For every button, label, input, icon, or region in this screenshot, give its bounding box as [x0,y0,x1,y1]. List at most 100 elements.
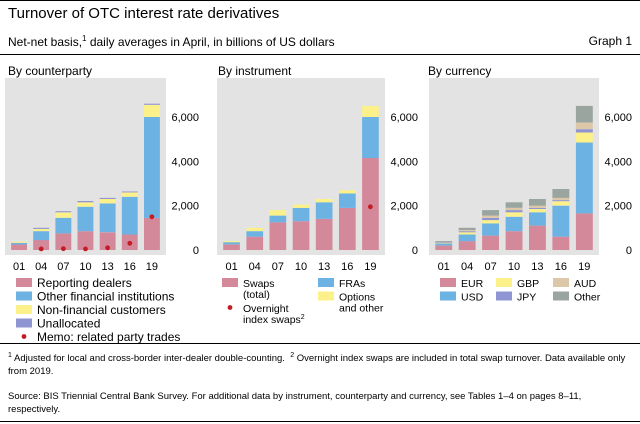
bar-segment [292,204,310,208]
x-tick-label: 10 [508,261,520,273]
memo-dot [83,246,88,252]
bar-segment [269,210,287,216]
bar-segment [458,227,476,230]
bar-segment [144,117,160,218]
legend-label: Reporting dealers [37,276,132,290]
bar-segment [77,201,94,203]
bar-segment [55,217,72,234]
bar-segment [362,158,379,250]
y-tick-label: 2,000 [171,201,199,213]
bar-segment [482,210,499,216]
x-tick-label: 01 [13,261,25,273]
footnote-1: Adjusted for local and cross-border inte… [11,353,285,365]
bar-segment [435,242,453,243]
legend-swatch [496,291,512,301]
legend-label: FRAs [339,278,365,290]
bar-segment [77,202,94,207]
bar-segment [505,231,523,250]
bar-segment [458,230,476,232]
legend-label: USD [461,292,484,304]
chart-subtitle: Net-net basis,1 daily averages in April,… [8,34,335,49]
bar-segment [529,199,546,206]
bar-segment [315,199,333,203]
bar-segment [292,207,310,222]
bar-segment [99,232,116,250]
bar-segment [315,219,333,250]
memo-dot [368,204,373,210]
panel-counterparty: 0 2,000 4,000 6,000 01 04 07 10 13 16 19 Reporting … [5,78,199,344]
source-note: Source: BIS Triennial Central Bank Surve… [8,391,582,415]
legend-label: Memo: related party trades [37,330,180,344]
legend-swatch [222,278,238,287]
x-tick-label: 16 [124,261,136,273]
panel-instrument: 0 2,000 4,000 6,000 01 04 07 10 13 16 19 Swaps (tota… [217,78,418,326]
bar-segment [292,221,310,250]
bar-segment [223,242,240,245]
bar-segment [435,243,453,246]
subtitle-footnote-marker: 1 [82,34,87,43]
bar-segment [77,231,94,250]
bar-segment [575,132,593,143]
y-tick-label: 6,000 [171,112,199,124]
x-tick-label: 01 [225,261,237,273]
legend-swatch [496,278,512,287]
memo-dot [61,246,66,252]
x-tick-label: 04 [35,261,47,273]
legend-label: Other financial institutions [37,290,174,304]
bar-segment [246,231,264,237]
bar-segment [33,227,50,229]
bar-segment [552,205,570,237]
bar-segment [505,212,523,217]
x-tick-label: 04 [249,261,261,273]
bar-segment [11,244,27,250]
bar-segment [11,241,27,243]
bar-segment [55,211,72,213]
bar-segment [435,242,453,243]
bar-segment [529,205,546,208]
y-tick-label: 2,000 [390,201,418,213]
y-tick-label: 2,000 [604,201,632,213]
bar-segment [121,191,138,193]
legend-swatch [16,291,32,301]
bar-segment [362,117,379,158]
bar-segment [505,210,523,213]
y-tick-label: 4,000 [171,156,199,168]
bar-segment [482,223,499,236]
legend-swatch [440,278,456,287]
legend-label: Swaps (total) [243,278,275,301]
legend-swatch [553,278,569,287]
memo-dot [149,214,155,220]
legend-swatch [318,291,334,301]
x-tick-label: 10 [295,261,307,273]
bar-segment [552,236,570,250]
bar-segment [33,231,50,241]
x-tick-label: 07 [57,261,69,273]
panel-title-currency: By currency [428,64,492,78]
x-tick-label: 19 [364,261,376,273]
legend-dot [21,334,27,339]
bar-segment [55,212,72,218]
legend-swatch [440,291,456,301]
footnote-rule [0,343,640,344]
legend-label: Options and other [339,292,384,315]
bar-segment [529,225,546,250]
legend-swatch [16,278,32,287]
header-rule [0,54,640,55]
bar-segment [246,236,264,250]
legend-dot [227,305,233,310]
bar-segment [552,189,570,198]
bar-segment [529,209,546,213]
x-tick-label: 07 [272,261,284,273]
bar-segment [55,233,72,250]
x-tick-label: 19 [578,261,590,273]
top-rule [0,0,640,1]
legend-swatch [16,318,32,328]
bar-segment [11,242,27,245]
bar-segment [77,206,94,232]
chart-title: Turnover of OTC interest rate derivative… [8,5,280,22]
bar-segment [121,192,138,197]
bar-segment [223,241,240,243]
legend-swatch [318,278,334,287]
bar-segment [529,212,546,226]
